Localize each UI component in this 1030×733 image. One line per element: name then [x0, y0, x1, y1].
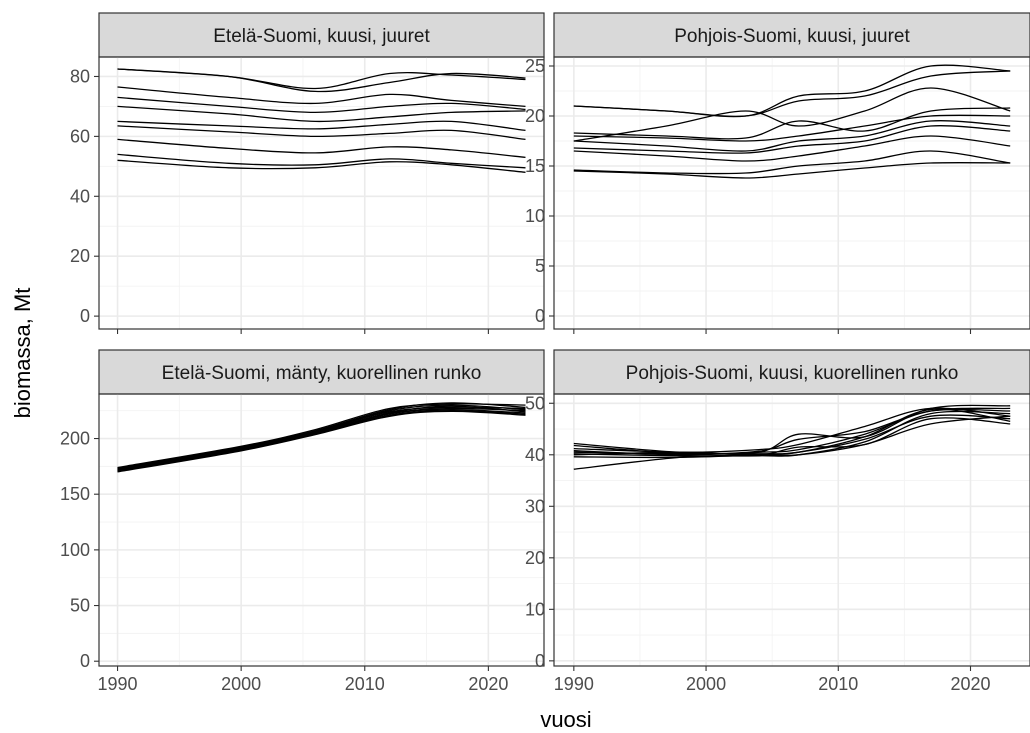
series-line-3 [573, 87, 1011, 142]
x-tick-label: 2010 [345, 674, 385, 694]
facet-title: Etelä-Suomi, kuusi, juuret [213, 26, 430, 47]
facet-title: Pohjois-Suomi, kuusi, kuorellinen runko [626, 363, 959, 384]
y-tick-label: 40 [70, 186, 90, 206]
y-tick-label: 15 [525, 156, 545, 176]
series-line-8 [573, 135, 1011, 162]
facet-strip [553, 12, 1030, 58]
y-tick-label: 200 [60, 429, 90, 449]
series-line-7 [573, 125, 1011, 154]
x-tick-label: 2010 [818, 674, 858, 694]
chart-panels: Etelä-Suomi, kuusi, juuret 0 20 40 60 80 Pohjo… [60, 12, 1030, 694]
series-line-7 [117, 125, 526, 141]
panel-border [553, 56, 1030, 330]
panel-1: Etelä-Suomi, kuusi, juuret 0 20 40 60 80 [70, 12, 545, 334]
panel-2: Pohjois-Suomi, kuusi, juuret 0 5 10 15 20 25 [525, 12, 1030, 334]
series-line-4 [117, 96, 526, 114]
y-tick-label: 40 [525, 445, 545, 465]
panel-border [98, 56, 545, 330]
y-tick-label: 30 [525, 496, 545, 516]
x-tick-label: 1990 [554, 674, 594, 694]
y-tick-label: 100 [60, 540, 90, 560]
y-tick-label: 80 [70, 66, 90, 86]
facet-strip [98, 349, 545, 395]
x-tick-label: 2020 [468, 674, 508, 694]
series-line-2 [117, 68, 526, 93]
y-tick-label: 50 [70, 596, 90, 616]
series-line-5 [117, 105, 526, 123]
facet-title: Etelä-Suomi, mänty, kuorellinen runko [162, 363, 482, 384]
series-line-9 [573, 150, 1011, 175]
facet-title: Pohjois-Suomi, kuusi, juuret [674, 26, 910, 47]
series-line-10 [573, 161, 1011, 179]
y-tick-label: 10 [525, 599, 545, 619]
x-tick-label: 2000 [686, 674, 726, 694]
series-line-9 [573, 415, 1011, 470]
panel-3: Etelä-Suomi, mänty, kuorellinen runko 0 50… [60, 349, 545, 694]
series-line-4 [573, 107, 1011, 140]
series-line-4 [573, 407, 1011, 456]
y-tick-label: 20 [70, 246, 90, 266]
y-axis-title: biomassa, Mt [10, 288, 35, 419]
series-line-9 [117, 410, 526, 473]
y-tick-label: 10 [525, 206, 545, 226]
series-line-10 [117, 159, 526, 173]
y-tick-label: 0 [535, 651, 545, 671]
x-axis-title: vuosi [540, 707, 591, 732]
series-line-6 [573, 120, 1011, 152]
x-tick-label: 2020 [950, 674, 990, 694]
series-line-6 [117, 120, 526, 132]
x-tick-label: 1990 [98, 674, 138, 694]
y-tick-label: 50 [525, 393, 545, 413]
x-tick-label: 2000 [221, 674, 261, 694]
series-line-2 [573, 408, 1011, 455]
series-line-5 [573, 114, 1011, 142]
y-tick-label: 5 [535, 256, 545, 276]
y-tick-label: 150 [60, 484, 90, 504]
panel-border [98, 393, 545, 667]
series-line-7 [573, 417, 1011, 456]
y-tick-label: 0 [535, 306, 545, 326]
y-tick-label: 0 [80, 651, 90, 671]
y-tick-label: 20 [525, 106, 545, 126]
series-line-2 [573, 70, 1011, 117]
series-line-9 [117, 153, 526, 169]
panel-border [553, 393, 1030, 667]
facet-strip [98, 12, 545, 58]
y-tick-label: 60 [70, 126, 90, 146]
y-tick-label: 25 [525, 56, 545, 76]
series-line-3 [117, 86, 526, 108]
y-tick-label: 0 [80, 306, 90, 326]
series-line-8 [117, 138, 526, 159]
facet-strip [553, 349, 1030, 395]
y-tick-label: 20 [525, 548, 545, 568]
panel-4: Pohjois-Suomi, kuusi, kuorellinen runko 0… [525, 349, 1030, 694]
